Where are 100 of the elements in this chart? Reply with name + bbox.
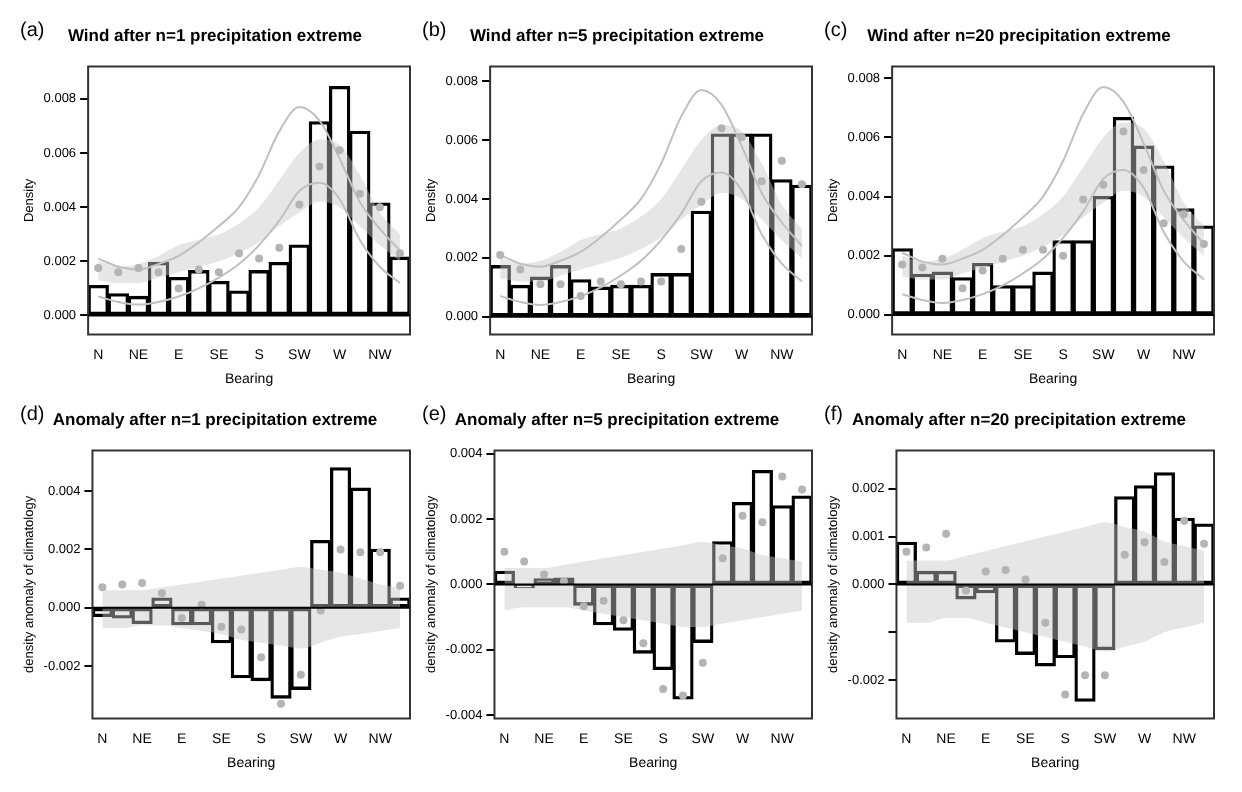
point [757, 177, 766, 186]
point [134, 264, 143, 273]
point [275, 243, 284, 252]
point [679, 691, 687, 700]
chart-title: Anomaly after n=20 precipitation extreme [852, 408, 1187, 429]
point [902, 547, 911, 556]
point [1120, 550, 1129, 559]
point [118, 580, 127, 589]
point [1160, 557, 1169, 566]
point [315, 162, 324, 171]
point [938, 254, 947, 263]
point [1119, 127, 1128, 136]
point [918, 263, 927, 272]
chart-title: Wind after n=5 precipitation extreme [469, 24, 765, 45]
text: (a) [20, 19, 45, 42]
point [235, 249, 244, 258]
point [335, 146, 344, 155]
point [1061, 690, 1070, 699]
point [596, 277, 605, 286]
point [496, 250, 505, 259]
point [576, 292, 585, 301]
point [978, 266, 987, 275]
line-series [901, 168, 1205, 305]
text: (e) [422, 403, 447, 426]
point [758, 518, 767, 527]
point [797, 180, 806, 189]
point [637, 277, 646, 286]
point [395, 249, 404, 258]
point [396, 581, 405, 590]
point [1081, 671, 1089, 680]
point [1079, 195, 1088, 204]
point [599, 596, 608, 605]
point [214, 268, 223, 277]
point [1139, 165, 1148, 174]
text: (c) [824, 19, 848, 42]
point [737, 133, 746, 142]
point [154, 268, 163, 277]
point [1039, 245, 1048, 254]
point [1199, 239, 1208, 248]
point [998, 254, 1007, 263]
point [657, 277, 666, 286]
point [194, 265, 203, 274]
point [500, 547, 509, 556]
point [798, 485, 807, 494]
point [94, 264, 103, 273]
point [157, 589, 166, 598]
chart-title: Anomaly after n=1 precipitation extreme [52, 408, 378, 429]
point [697, 197, 706, 206]
point [1001, 566, 1010, 575]
point [114, 268, 123, 277]
chart-title: Wind after n=20 precipitation extreme [867, 24, 1172, 45]
point [1140, 538, 1149, 547]
point [616, 280, 625, 289]
point [257, 653, 266, 662]
point [98, 583, 107, 592]
chart-title: Wind after n=1 precipitation extreme [67, 24, 363, 45]
point [922, 543, 931, 552]
point [356, 548, 365, 557]
point [355, 189, 364, 198]
text: (b) [422, 19, 447, 42]
point [981, 567, 990, 576]
point [516, 265, 525, 274]
point [942, 529, 951, 538]
text: (f) [824, 403, 843, 426]
point [1179, 210, 1188, 219]
point [296, 670, 305, 679]
point [520, 557, 529, 566]
point [777, 156, 786, 165]
point [336, 545, 345, 554]
chart-title: Anomaly after n=5 precipitation extreme [454, 408, 780, 429]
point [1021, 575, 1030, 584]
point [376, 548, 385, 557]
point [540, 570, 549, 579]
point [1099, 180, 1108, 189]
point [717, 124, 726, 133]
point [579, 602, 588, 611]
point [295, 200, 304, 209]
text: (d) [20, 403, 45, 426]
point [1159, 219, 1168, 228]
point [718, 554, 727, 563]
point [698, 658, 707, 667]
point [536, 280, 545, 289]
point [958, 284, 967, 293]
point [277, 699, 285, 708]
point [1180, 516, 1189, 525]
point [1200, 539, 1209, 548]
point [619, 616, 628, 625]
point [237, 625, 246, 634]
point [778, 472, 787, 481]
point [898, 260, 907, 269]
point [677, 244, 686, 253]
point [738, 511, 747, 520]
point [659, 684, 668, 693]
point [1018, 245, 1027, 254]
point [138, 578, 147, 587]
point [375, 203, 384, 212]
point [556, 280, 565, 289]
point [174, 284, 183, 293]
point [1059, 251, 1068, 260]
point [1041, 618, 1050, 627]
